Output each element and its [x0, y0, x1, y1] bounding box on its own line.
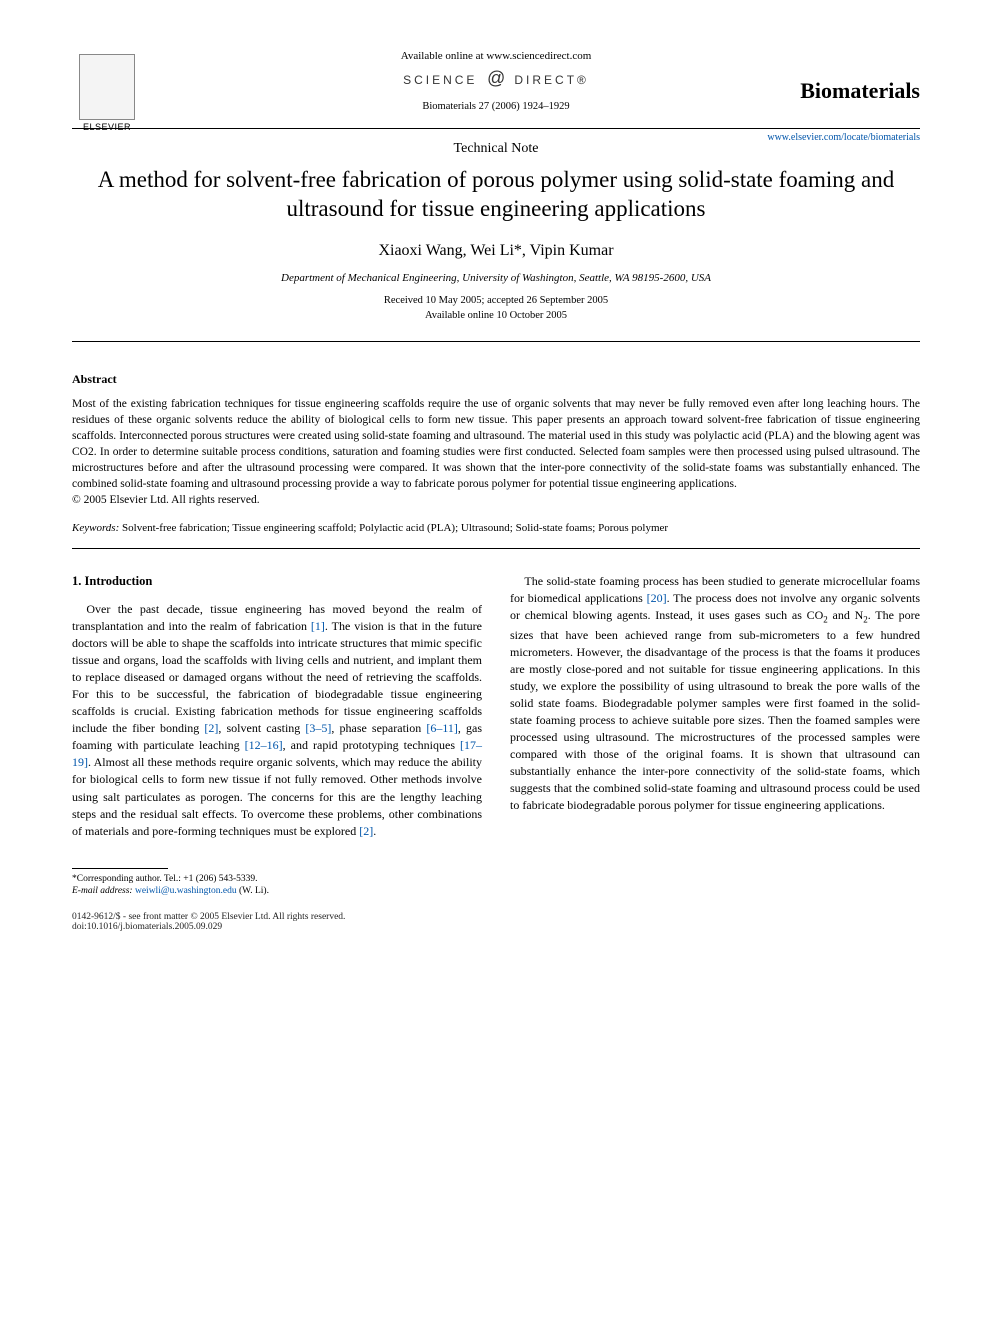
available-online-line: Available online at www.sciencedirect.co…: [72, 50, 920, 62]
doi-line: doi:10.1016/j.biomaterials.2005.09.029: [72, 922, 920, 932]
p2-d: . The pore sizes that have been achieved…: [510, 608, 920, 811]
publisher-name: ELSEVIER: [83, 122, 131, 132]
footer-meta: 0142-9612/$ - see front matter © 2005 El…: [72, 912, 920, 932]
issn-line: 0142-9612/$ - see front matter © 2005 El…: [72, 912, 920, 922]
paper-title: A method for solvent-free fabrication of…: [72, 165, 920, 224]
available-online-line: Available online 10 October 2005: [72, 309, 920, 324]
elsevier-tree-icon: [79, 54, 135, 120]
p1-d: , phase separation: [331, 721, 426, 735]
p2-c: and N: [828, 608, 863, 622]
authors: Xiaoxi Wang, Wei Li*, Vipin Kumar: [72, 242, 920, 260]
abstract-text: Most of the existing fabrication techniq…: [72, 397, 920, 492]
abstract-copyright: © 2005 Elsevier Ltd. All rights reserved…: [72, 494, 920, 506]
article-type: Technical Note: [72, 141, 920, 157]
sd-logo-middle: @: [487, 68, 505, 88]
sd-logo-after: DIRECT®: [514, 73, 589, 87]
cite-2[interactable]: [2]: [204, 721, 218, 735]
email-label: E-mail address:: [72, 886, 133, 896]
article-dates: Received 10 May 2005; accepted 26 Septem…: [72, 294, 920, 323]
email-suffix: (W. Li).: [239, 886, 269, 896]
keywords-label: Keywords:: [72, 522, 119, 534]
cite-2b[interactable]: [2]: [359, 824, 373, 838]
received-line: Received 10 May 2005; accepted 26 Septem…: [72, 294, 920, 309]
sd-logo-before: SCIENCE: [403, 73, 477, 87]
cite-20[interactable]: [20]: [647, 591, 667, 605]
corresponding-author-note: *Corresponding author. Tel.: +1 (206) 54…: [72, 873, 920, 886]
affiliation: Department of Mechanical Engineering, Un…: [72, 272, 920, 284]
page-header: ELSEVIER Available online at www.science…: [72, 50, 920, 112]
publisher-logo: ELSEVIER: [72, 54, 142, 144]
keywords-values: Solvent-free fabrication; Tissue enginee…: [122, 522, 668, 534]
keywords-line: Keywords: Solvent-free fabrication; Tiss…: [72, 522, 920, 534]
abstract-heading: Abstract: [72, 372, 920, 387]
cite-3-5[interactable]: [3–5]: [305, 721, 331, 735]
section-heading-intro: 1. Introduction: [72, 573, 482, 591]
p1-f: , and rapid prototyping techniques: [283, 738, 460, 752]
corresponding-email-link[interactable]: weiwli@u.washington.edu: [135, 886, 237, 896]
intro-paragraph-2: The solid-state foaming process has been…: [510, 573, 920, 814]
p1-c: , solvent casting: [218, 721, 305, 735]
journal-title: Biomaterials: [750, 78, 920, 104]
journal-link[interactable]: www.elsevier.com/locate/biomaterials: [750, 132, 920, 143]
p1-b: . The vision is that in the future docto…: [72, 619, 482, 735]
p1-g: . Almost all these methods require organ…: [72, 755, 482, 837]
body-columns: 1. Introduction Over the past decade, ti…: [72, 573, 920, 839]
footnote-separator: [72, 868, 168, 869]
cite-1[interactable]: [1]: [311, 619, 325, 633]
abstract-block: Abstract Most of the existing fabricatio…: [72, 372, 920, 534]
footer-block: *Corresponding author. Tel.: +1 (206) 54…: [72, 868, 920, 933]
intro-paragraph-1: Over the past decade, tissue engineering…: [72, 601, 482, 839]
title-rule: [72, 341, 920, 342]
journal-title-box: Biomaterials www.elsevier.com/locate/bio…: [750, 78, 920, 143]
p1-h: .: [373, 824, 376, 838]
abstract-rule: [72, 548, 920, 549]
cite-6-11[interactable]: [6–11]: [426, 721, 458, 735]
cite-12-16[interactable]: [12–16]: [245, 738, 283, 752]
email-footnote: E-mail address: weiwli@u.washington.edu …: [72, 885, 920, 898]
